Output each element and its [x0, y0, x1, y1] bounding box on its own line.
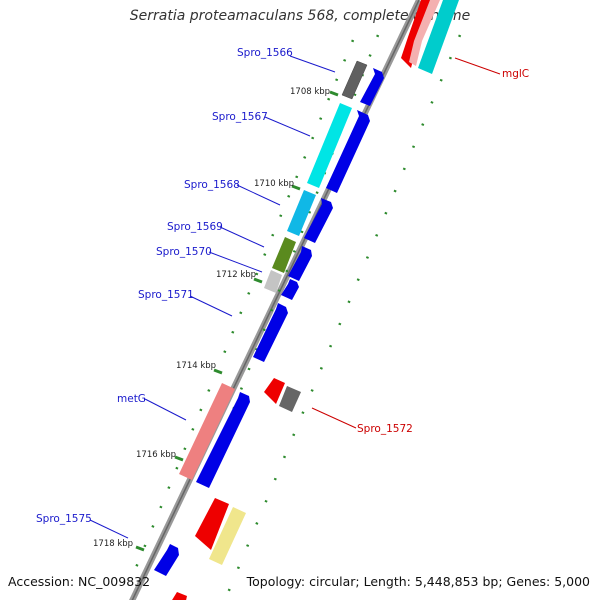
- gene-label-spro-1566: Spro_1566: [237, 47, 293, 59]
- gene-cyan-right-feature: [418, 0, 459, 74]
- connector-spro-1566: [289, 55, 336, 73]
- tick-1708: [329, 90, 339, 97]
- gene-spro-1571-feature: [253, 303, 288, 362]
- gene-spro-1566-feature: [341, 60, 368, 100]
- gene-label-metg: metG: [117, 393, 146, 405]
- tick-1712: [253, 277, 263, 284]
- reverse-strand-features: [172, 0, 459, 600]
- connector-spro-1567: [264, 116, 311, 137]
- map-title: Serratia proteamaculans 568, complete ge…: [129, 8, 471, 24]
- gene-label-spro-1569: Spro_1569: [167, 221, 223, 233]
- accession-text: Accession: NC_009832: [8, 574, 151, 589]
- connector-spro-1571: [189, 295, 233, 317]
- connector-spro-1568: [236, 184, 281, 206]
- kbp-label: 1714 kbp: [176, 361, 216, 371]
- gene-spro-1570-feature: [264, 270, 282, 293]
- gene-spro-1572-grey: [279, 386, 301, 412]
- gene-mglc-overlap: [409, 0, 440, 66]
- gene-pale-yellow-feature: [209, 507, 246, 565]
- tick-1710: [291, 184, 301, 191]
- tick-1716: [174, 455, 184, 462]
- gene-labels: Spro_1566 Spro_1567 Spro_1568 Spro_1569 …: [36, 47, 529, 525]
- gene-label-spro-1568: Spro_1568: [184, 179, 240, 191]
- connector-metg: [144, 398, 187, 421]
- gene-label-spro-1571: Spro_1571: [138, 289, 194, 301]
- gene-label-spro-1570: Spro_1570: [156, 246, 212, 258]
- gene-metg-feature: [179, 383, 235, 480]
- gene-arrow-1567b: [326, 110, 370, 193]
- gene-label-spro-1575: Spro_1575: [36, 513, 92, 525]
- forward-strand-features: [154, 60, 384, 576]
- connector-spro-1575: [89, 519, 129, 539]
- tick-1714: [213, 368, 223, 375]
- kbp-label: 1708 kbp: [290, 87, 330, 97]
- gene-spro-1575-feature: [154, 544, 179, 576]
- kbp-ticks: [135, 90, 339, 552]
- kbp-label: 1716 kbp: [136, 450, 176, 460]
- gene-arrow-1570b: [281, 279, 299, 300]
- gene-lower-red-feature: [195, 498, 229, 550]
- kbp-label: 1712 kbp: [216, 270, 256, 280]
- gene-arrow-1566b: [360, 68, 384, 106]
- gene-arrow-1568b: [304, 198, 333, 243]
- label-connectors: [89, 55, 501, 539]
- kbp-label: 1710 kbp: [254, 179, 294, 189]
- gene-label-mglc: mglC: [502, 68, 529, 80]
- tick-1718: [135, 545, 145, 552]
- gene-spro-1568-feature: [287, 190, 316, 236]
- gene-spro-1569-feature: [272, 237, 296, 273]
- connector-spro-1570: [208, 251, 263, 273]
- kbp-labels: 1708 kbp 1710 kbp 1712 kbp 1714 kbp 1716…: [93, 87, 330, 549]
- gene-arrow-metg-b: [196, 392, 250, 488]
- gene-spro-1572-feature: [264, 378, 285, 404]
- kbp-label: 1718 kbp: [93, 539, 133, 549]
- connector-mglc: [454, 57, 501, 75]
- gene-spro-1567-feature: [307, 103, 352, 188]
- gene-label-spro-1567: Spro_1567: [212, 111, 268, 123]
- gene-label-spro-1572: Spro_1572: [357, 423, 413, 435]
- gene-bottom-red-feature: [172, 592, 187, 600]
- connector-spro-1572: [311, 407, 357, 429]
- connector-spro-1569: [219, 226, 265, 248]
- gene-arrow-1569b: [288, 246, 312, 281]
- genome-summary-text: Topology: circular; Length: 5,448,853 bp…: [246, 574, 590, 589]
